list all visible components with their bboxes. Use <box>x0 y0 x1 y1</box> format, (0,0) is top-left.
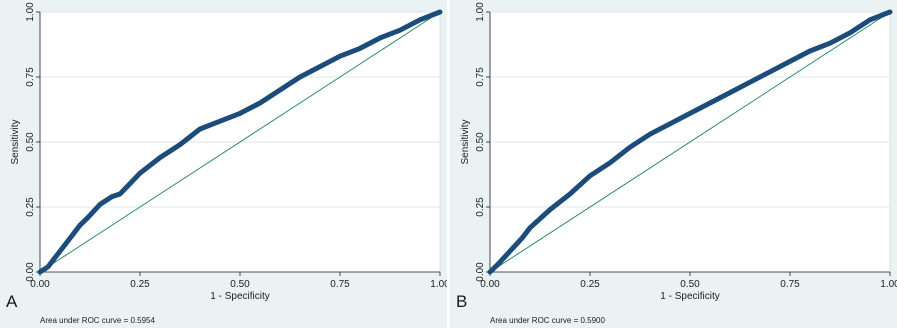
auc-annotation-b: Area under ROC curve = 0.5900 <box>490 316 605 325</box>
x-tick-label: 0.75 <box>330 279 350 290</box>
x-tick-label: 0.25 <box>580 279 600 290</box>
x-axis-title: 1 - Specificity <box>210 291 269 302</box>
y-tick-label: 0.25 <box>25 197 36 217</box>
y-axis-title: Sensitivity <box>460 119 471 164</box>
roc-curve <box>487 9 893 275</box>
y-tick-label: 0.75 <box>25 67 36 87</box>
x-tick-label: 0.25 <box>130 279 150 290</box>
auc-annotation-a: Area under ROC curve = 0.5954 <box>40 316 155 325</box>
y-tick-label: 1.00 <box>475 2 486 22</box>
roc-panel-b: 0.00 0.25 0.50 0.75 1.00 0.00 0.25 0.50 0.75 1.00… <box>450 0 897 328</box>
x-tick-label: 0.50 <box>680 279 700 290</box>
y-tick-label: 0.25 <box>475 197 486 217</box>
y-axis-title: Sensitivity <box>10 119 21 164</box>
y-tick-label: 0.50 <box>25 132 36 152</box>
y-tick-label: 0.00 <box>25 262 36 282</box>
x-axis-title: 1 - Specificity <box>660 291 719 302</box>
x-tick-label: 0.00 <box>480 279 500 290</box>
roc-chart-b: 0.00 0.25 0.50 0.75 1.00 0.00 0.25 0.50 0.75 1.00… <box>460 2 897 302</box>
y-tick-label: 0.75 <box>475 67 486 87</box>
panel-label-a: A <box>6 292 18 311</box>
y-tick-label: 0.50 <box>475 132 486 152</box>
reference-line <box>39 11 441 273</box>
x-tick-label: 0.75 <box>780 279 800 290</box>
y-tick-label: 1.00 <box>25 2 36 22</box>
roc-panel-a: 0.00 0.25 0.50 0.75 1.00 0.00 0.25 0.50 0.75 1.00… <box>0 0 447 328</box>
x-tick-label: 0.50 <box>230 279 250 290</box>
panel-label-b: B <box>456 292 468 311</box>
roc-chart-a: 0.00 0.25 0.50 0.75 1.00 0.00 0.25 0.50 0.75 1.00… <box>10 2 447 302</box>
reference-line <box>489 11 891 273</box>
x-tick-label: 1.00 <box>880 279 897 290</box>
x-tick-label: 1.00 <box>430 279 447 290</box>
y-tick-label: 0.00 <box>475 262 486 282</box>
x-tick-label: 0.00 <box>30 279 50 290</box>
roc-curve <box>37 9 443 275</box>
